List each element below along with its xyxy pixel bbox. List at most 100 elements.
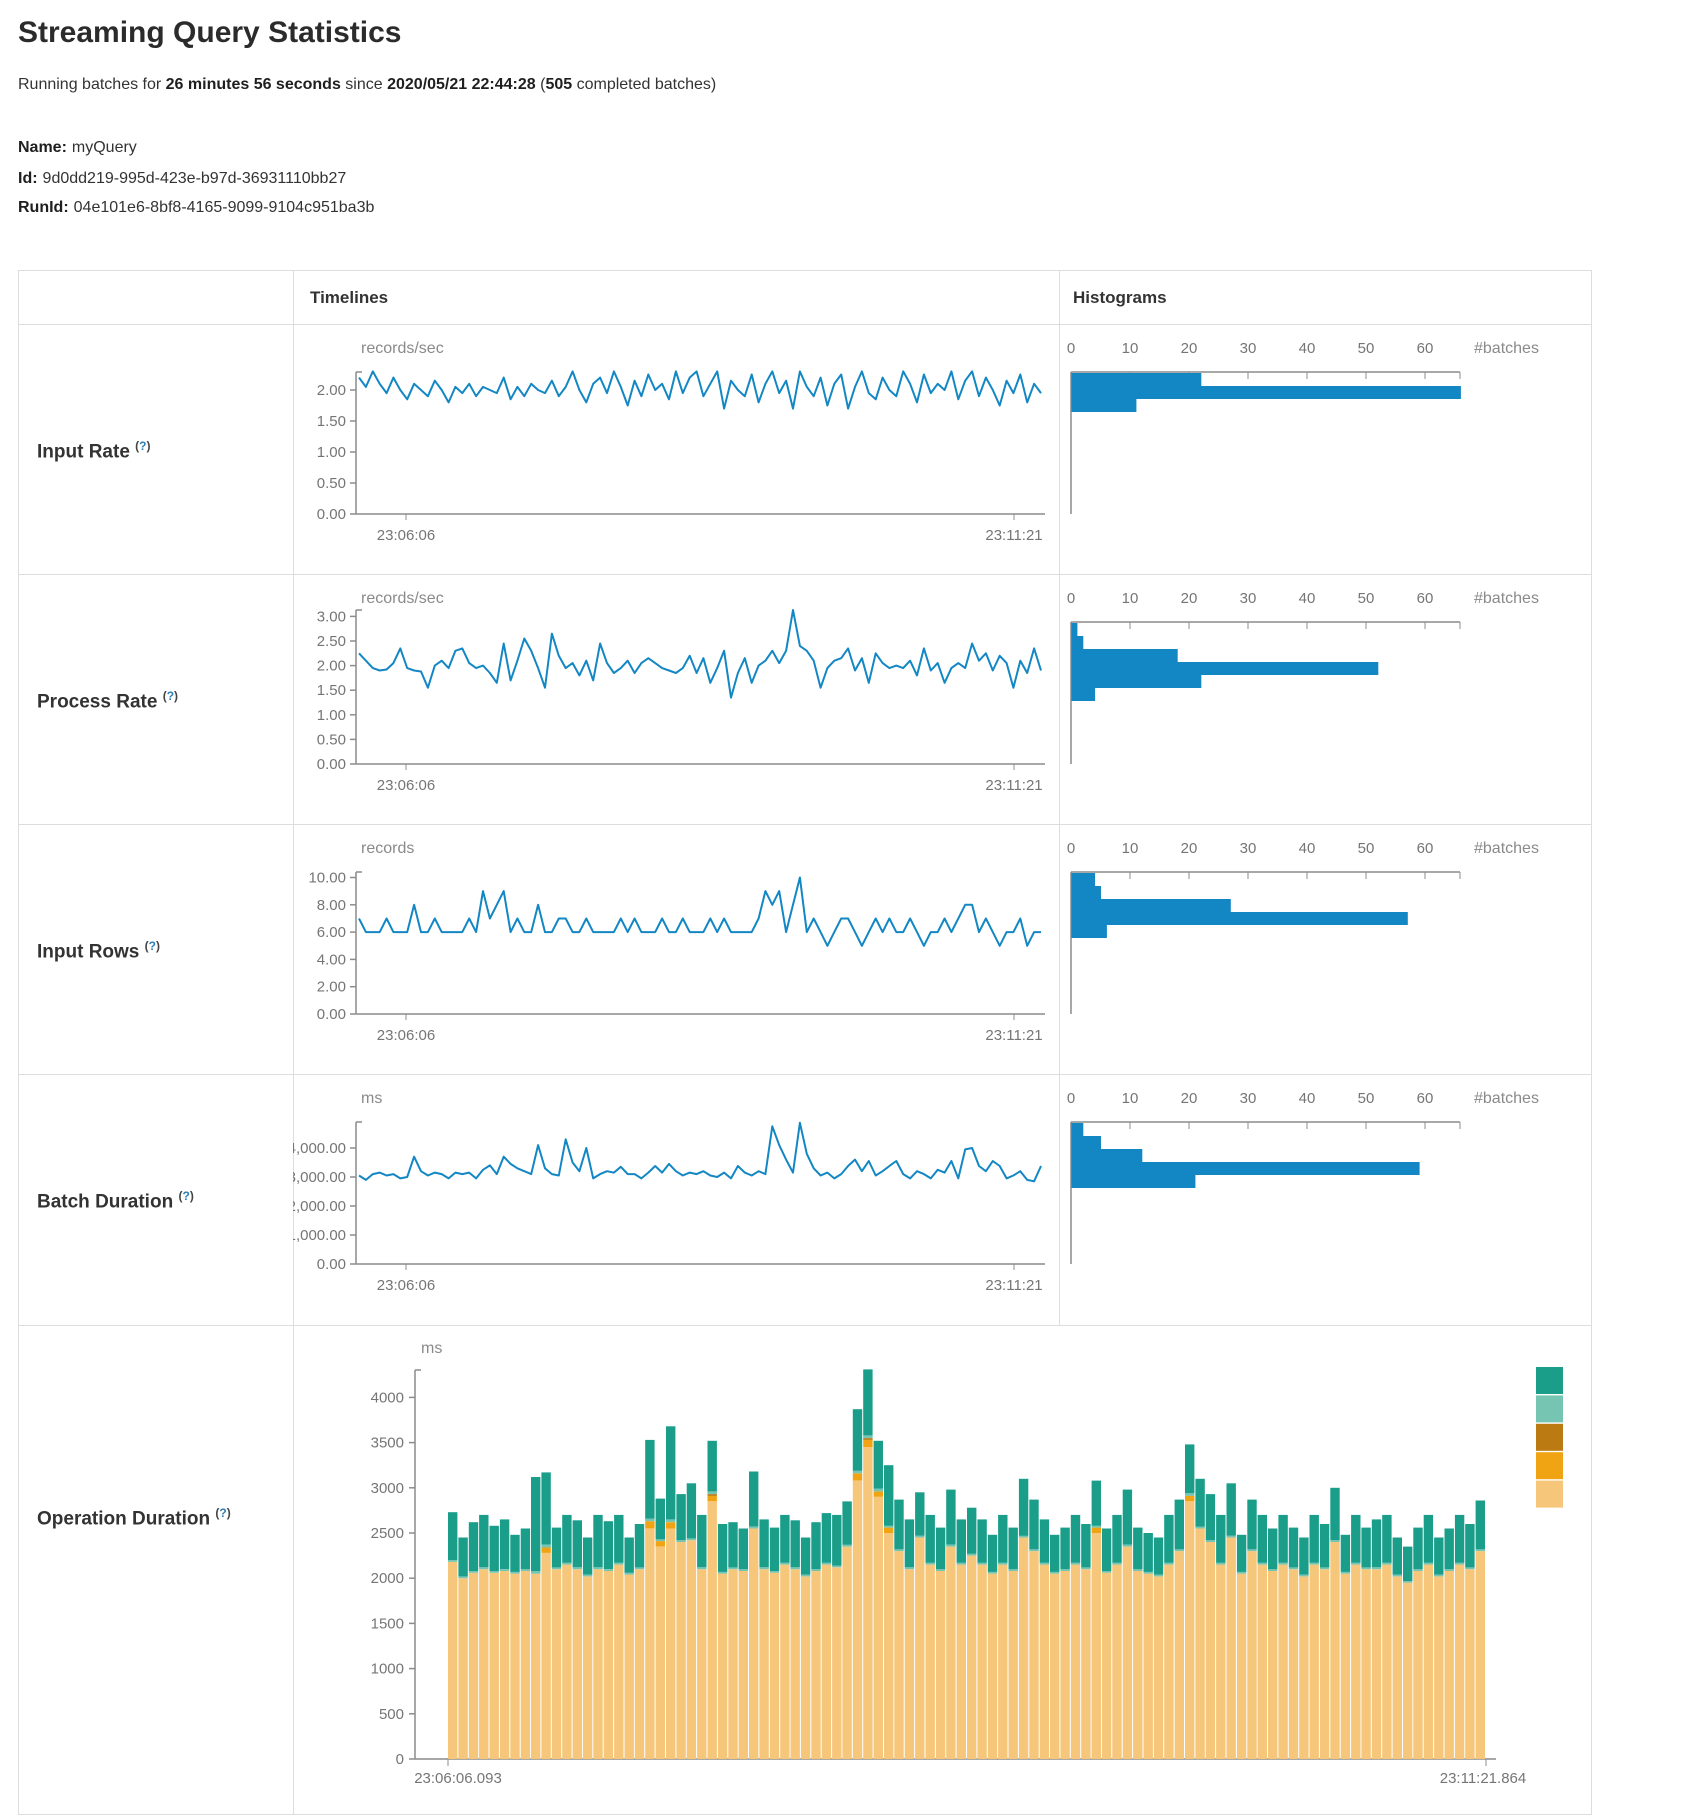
operation-duration-bar-segment xyxy=(1288,1527,1299,1568)
operation-duration-bar-segment xyxy=(1371,1567,1382,1570)
help-icon[interactable]: (?) xyxy=(162,689,179,703)
operation-duration-bar-segment xyxy=(1205,1540,1216,1542)
svg-text:records/sec: records/sec xyxy=(361,590,444,607)
svg-text:23:11:21: 23:11:21 xyxy=(985,1027,1042,1044)
operation-duration-label: Operation Duration xyxy=(37,1508,211,1530)
operation-duration-bar-segment xyxy=(1070,1562,1081,1565)
operation-duration-bar-segment xyxy=(1195,1478,1205,1527)
svg-text:1.00: 1.00 xyxy=(317,444,346,461)
svg-text:3.00: 3.00 xyxy=(317,608,346,625)
operation-duration-bar-segment xyxy=(780,1562,790,1565)
batch-duration-hist-bar xyxy=(1071,1149,1143,1162)
svg-text:3000: 3000 xyxy=(371,1480,404,1497)
operation-duration-bar-segment xyxy=(904,1519,915,1568)
operation-duration-chart: ms 4000 3500 3000 2500 2000 1500 1000 500 0 23:06:… xyxy=(293,1325,1593,1816)
operation-duration-bar-segment xyxy=(666,1426,676,1520)
operation-duration-bar-segment xyxy=(1340,1573,1351,1759)
operation-duration-bar-segment xyxy=(614,1564,624,1759)
operation-duration-bar-segment xyxy=(582,1576,593,1759)
svg-text:6.00: 6.00 xyxy=(317,924,346,941)
operation-duration-bar-segment xyxy=(1340,1534,1351,1572)
operation-duration-bar-segment xyxy=(666,1528,676,1759)
operation-duration-bar-segment xyxy=(1392,1537,1402,1575)
operation-duration-bar-segment xyxy=(676,1494,686,1541)
operation-duration-bar-segment xyxy=(1216,1564,1226,1759)
svg-text:8.00: 8.00 xyxy=(317,897,346,914)
svg-text:1,000.00: 1,000.00 xyxy=(293,1227,346,1244)
svg-text:2.00: 2.00 xyxy=(317,658,346,675)
operation-duration-bar-segment xyxy=(1423,1562,1434,1565)
operation-duration-bar-segment xyxy=(873,1496,883,1759)
status-since: since xyxy=(340,76,388,93)
operation-duration-svg: ms 4000 3500 3000 2500 2000 1500 1000 500 0 23:06:… xyxy=(371,1340,1563,1787)
legend-swatch xyxy=(1536,1367,1563,1394)
svg-text:60: 60 xyxy=(1417,340,1434,357)
operation-duration-bar-segment xyxy=(1454,1564,1465,1759)
operation-duration-bar-segment xyxy=(1268,1569,1278,1571)
operation-duration-bar-segment xyxy=(1423,1514,1434,1563)
help-icon[interactable]: (?) xyxy=(144,939,161,953)
help-icon[interactable]: (?) xyxy=(215,1506,231,1520)
operation-duration-bar-segment xyxy=(759,1519,769,1568)
operation-duration-bar-segment xyxy=(1060,1527,1070,1570)
operation-duration-bar-segment xyxy=(1403,1582,1413,1759)
operation-duration-bar-segment xyxy=(1185,1493,1195,1496)
operation-duration-bar-segment xyxy=(873,1488,883,1492)
operation-duration-bar-segment xyxy=(852,1470,863,1474)
svg-text:#batches: #batches xyxy=(1474,340,1539,357)
operation-duration-bar-segment xyxy=(1465,1567,1475,1570)
operation-duration-bar-segment xyxy=(842,1544,852,1547)
query-name-value: myQuery xyxy=(71,139,137,156)
operation-duration-bar-segment xyxy=(821,1513,832,1563)
operation-duration-bar-segment xyxy=(1278,1514,1288,1563)
svg-text:50: 50 xyxy=(1358,840,1375,857)
operation-duration-bar-segment xyxy=(1081,1569,1091,1759)
operation-duration-bar-segment xyxy=(728,1567,738,1570)
operation-duration-bar-segment xyxy=(645,1528,655,1759)
operation-duration-bar-segment xyxy=(717,1571,728,1574)
operation-duration-bar-segment xyxy=(738,1528,748,1570)
operation-duration-bar-segment xyxy=(499,1571,510,1759)
input-rate-hist-bar xyxy=(1071,373,1202,386)
operation-duration-bar-segment xyxy=(572,1567,582,1570)
operation-duration-bar-segment xyxy=(1101,1571,1112,1573)
process-rate-svg: records/sec 3.00 2.50 2.00 1.50 1.00 0.50 0.00 2… xyxy=(317,590,1539,794)
help-icon[interactable]: (?) xyxy=(178,1189,194,1203)
operation-duration-bar-segment xyxy=(925,1564,935,1759)
timeline-histogram-divider xyxy=(1059,271,1060,1325)
operation-duration-bar-segment xyxy=(1112,1514,1122,1563)
operation-duration-bar-segment xyxy=(707,1495,717,1502)
operation-duration-bar-segment xyxy=(676,1540,686,1542)
query-runid-label: RunId: xyxy=(18,199,69,216)
operation-duration-bar-segment xyxy=(987,1571,998,1574)
operation-duration-bar-segment xyxy=(1195,1526,1205,1529)
operation-duration-bar-segment xyxy=(1330,1542,1340,1759)
operation-duration-bar-segment xyxy=(562,1562,572,1565)
legend-swatch xyxy=(1536,1452,1563,1480)
svg-text:60: 60 xyxy=(1417,590,1434,607)
status-duration: 26 minutes 56 seconds xyxy=(165,76,341,93)
operation-duration-bar-segment xyxy=(666,1519,676,1523)
operation-duration-bar-segment xyxy=(1403,1546,1413,1581)
operation-duration-bar-segment xyxy=(1268,1571,1278,1759)
row-label-input-rows: Input Rows (?) xyxy=(37,939,287,963)
operation-duration-bar-segment xyxy=(1392,1576,1402,1759)
operation-duration-bar-segment xyxy=(603,1569,614,1571)
operation-duration-bar-segment xyxy=(468,1522,479,1571)
svg-text:10: 10 xyxy=(1122,1090,1139,1107)
operation-duration-bar-segment xyxy=(1413,1527,1423,1570)
operation-duration-bar-segment xyxy=(1330,1540,1340,1542)
batch-duration-hist-bar xyxy=(1071,1123,1084,1136)
operation-duration-bar-segment xyxy=(1392,1574,1402,1577)
operation-duration-bar-segment xyxy=(531,1477,541,1571)
operation-duration-bar-segment xyxy=(863,1435,873,1439)
query-runid-value: 04e101e6-8bf8-4165-9099-9104c951ba3b xyxy=(73,199,375,216)
help-icon[interactable]: (?) xyxy=(135,439,151,453)
input-rate-line xyxy=(358,370,1042,410)
operation-duration-bar-segment xyxy=(686,1483,697,1539)
process-rate-hist-bar xyxy=(1071,688,1096,701)
query-id-line: Id: 9d0dd219-995d-423e-b97d-36931110bb27 xyxy=(18,170,346,188)
operation-duration-bar-segment xyxy=(468,1572,479,1759)
operation-duration-bar-segment xyxy=(1236,1534,1247,1572)
svg-text:4000: 4000 xyxy=(371,1389,404,1406)
